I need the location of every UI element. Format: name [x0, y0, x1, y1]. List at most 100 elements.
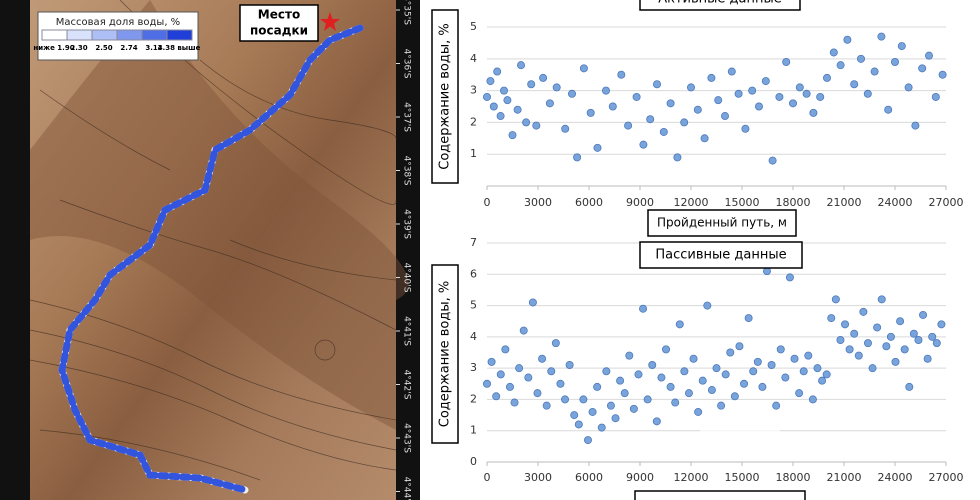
- data-point: [795, 389, 804, 398]
- data-point: [911, 121, 920, 130]
- data-point: [822, 370, 831, 379]
- data-point: [593, 382, 602, 391]
- y-tick-label: 1: [470, 147, 477, 160]
- data-point: [519, 326, 528, 335]
- data-point: [556, 379, 565, 388]
- data-point: [496, 370, 505, 379]
- data-point: [721, 370, 730, 379]
- data-point: [528, 298, 537, 307]
- data-point: [925, 51, 934, 60]
- y-tick-label: 6: [470, 267, 477, 280]
- y-tick-label: 3: [470, 84, 477, 97]
- data-point: [568, 89, 577, 98]
- data-point: [836, 61, 845, 70]
- legend: ниже 1.902.30 2.50 2.74 3.143.38 выше: [33, 29, 201, 52]
- y-tick-label: 3: [470, 361, 477, 374]
- data-point: [662, 345, 671, 354]
- data-point: [707, 386, 716, 395]
- data-point: [593, 143, 602, 152]
- data-point: [772, 401, 781, 410]
- x-tick-label: 9000: [626, 471, 654, 484]
- x-tick-label: 12000: [674, 471, 709, 484]
- x-tick-label: 21000: [827, 196, 862, 209]
- data-point: [813, 364, 822, 373]
- data-point: [551, 339, 560, 348]
- data-point: [602, 367, 611, 376]
- map-terrain: [30, 0, 396, 500]
- y-tick-label: 4: [470, 330, 477, 343]
- legend-swatch: [116, 29, 143, 41]
- data-point: [808, 395, 817, 404]
- data-point: [758, 382, 767, 391]
- data-point: [538, 354, 547, 363]
- x-tick-label: 12000: [674, 196, 709, 209]
- data-point: [586, 108, 595, 117]
- data-point: [789, 99, 798, 108]
- data-point: [602, 86, 611, 95]
- data-point: [863, 89, 872, 98]
- data-point: [735, 342, 744, 351]
- data-point: [790, 354, 799, 363]
- data-point: [726, 348, 735, 357]
- latitude-labels: 4°35'S 4°36'S 4°37'S 4°38'S 4°39'S 4°40'S 4°41…: [396, 0, 412, 500]
- latitude-label: 4°43'S: [402, 423, 412, 453]
- dark-region: [30, 0, 409, 430]
- data-point: [597, 423, 606, 432]
- x-axis-label: Пройденный путь, м: [657, 216, 787, 230]
- data-point: [761, 77, 770, 86]
- data-point: [841, 320, 850, 329]
- x-tick-label: 21000: [827, 471, 862, 484]
- legend-label: 3.38 выше: [158, 44, 201, 52]
- data-point: [513, 105, 522, 114]
- y-label-box: [431, 264, 459, 444]
- data-point: [877, 295, 886, 304]
- title-box: [639, 0, 801, 11]
- data-point: [493, 67, 502, 76]
- latitude-label: 4°39'S: [402, 209, 412, 239]
- data-point: [741, 124, 750, 133]
- data-point: [827, 314, 836, 323]
- data-point: [905, 382, 914, 391]
- data-point: [755, 102, 764, 111]
- data-point: [857, 54, 866, 63]
- latitude-label: 4°44'S: [402, 477, 412, 500]
- legend-swatch: [41, 29, 68, 41]
- data-point: [863, 339, 872, 348]
- data-point: [632, 92, 641, 101]
- rover-track-values: [58, 24, 364, 494]
- data-point: [606, 401, 615, 410]
- data-point: [574, 420, 583, 429]
- legend-label: ниже 1.90: [33, 44, 74, 52]
- data-point: [703, 301, 712, 310]
- data-point: [527, 80, 536, 89]
- data-point: [673, 153, 682, 162]
- data-point: [809, 108, 818, 117]
- data-point: [931, 92, 940, 101]
- data-point: [487, 357, 496, 366]
- data-point: [653, 80, 662, 89]
- data-point: [850, 329, 859, 338]
- data-point: [588, 407, 597, 416]
- data-point: [781, 373, 790, 382]
- x-tick-label: 6000: [575, 471, 603, 484]
- data-point: [753, 357, 762, 366]
- data-point: [829, 48, 838, 57]
- latitude-label: 4°37'S: [402, 102, 412, 132]
- data-point: [694, 407, 703, 416]
- data-point: [870, 67, 879, 76]
- data-point: [625, 351, 634, 360]
- data-point: [680, 367, 689, 376]
- data-point: [646, 115, 655, 124]
- data-point: [891, 58, 900, 67]
- data-point: [928, 332, 937, 341]
- data-point: [524, 373, 533, 382]
- data-point: [505, 382, 514, 391]
- landing-star: [320, 12, 340, 31]
- data-point: [730, 392, 739, 401]
- data-point: [517, 61, 526, 70]
- data-point: [583, 436, 592, 445]
- data-point: [617, 70, 626, 79]
- data-point: [542, 401, 551, 410]
